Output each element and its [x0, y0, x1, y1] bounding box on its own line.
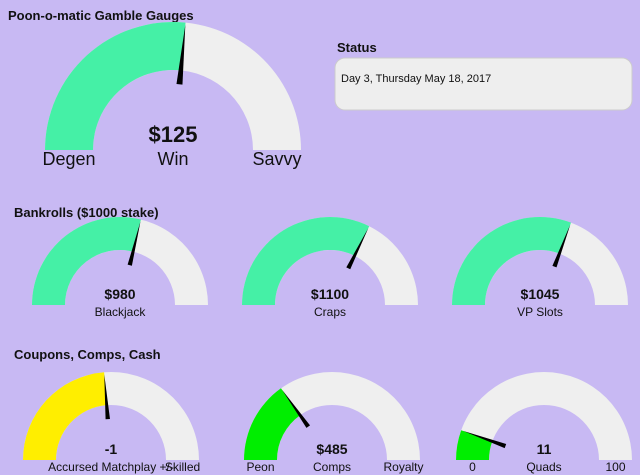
range-label: 0 — [469, 460, 476, 474]
gauge-label: Quads — [526, 460, 561, 474]
gauge-value: $485 — [316, 441, 347, 457]
gauge-fill — [452, 217, 572, 305]
range-label: Savvy — [252, 149, 301, 169]
gauge-needle — [176, 24, 186, 85]
gauge-fill — [244, 388, 301, 460]
gauge-track — [456, 372, 632, 460]
section-title: Bankrolls ($1000 stake) — [14, 205, 159, 220]
range-label: Skilled — [165, 460, 200, 474]
range-label: Peon — [246, 460, 274, 474]
status-text: Day 3, Thursday May 18, 2017 — [341, 73, 491, 85]
range-label: Degen — [42, 149, 95, 169]
gauge-label: Craps — [314, 305, 346, 319]
gauge-value: $1045 — [521, 286, 560, 302]
gauge-needle — [127, 221, 141, 266]
gauge-value: 11 — [537, 441, 552, 457]
status-box — [334, 57, 633, 111]
gauge-fill — [45, 22, 186, 151]
gauge-needle — [104, 374, 110, 420]
gauge-label: VP Slots — [517, 305, 563, 319]
gauge-needle — [552, 224, 571, 268]
gauge-fill — [32, 217, 141, 305]
gauge-needle — [282, 389, 311, 428]
gauge-value: $1100 — [311, 286, 349, 302]
range-label: Royalty — [383, 460, 423, 474]
range-label: 100 — [605, 460, 625, 474]
section-title: Coupons, Comps, Cash — [14, 347, 161, 362]
gauge-fill — [23, 372, 107, 460]
gauge-needle — [463, 430, 507, 449]
gauge-value: $125 — [149, 122, 198, 147]
gauge-fill — [456, 430, 493, 460]
gauge-needle — [346, 228, 369, 270]
gauge-value: -1 — [105, 441, 118, 457]
status-title: Status — [337, 40, 377, 55]
gauge-label: Accursed Matchplay +/- — [48, 460, 174, 474]
gauge-track — [244, 372, 420, 460]
gauge-value: $980 — [104, 286, 135, 302]
gauge-label: Comps — [313, 460, 351, 474]
page-title: Poon-o-matic Gamble Gauges — [8, 8, 194, 23]
gauge-fill — [242, 217, 370, 305]
gauge-label: Win — [158, 149, 189, 169]
gauge-label: Blackjack — [95, 305, 147, 319]
